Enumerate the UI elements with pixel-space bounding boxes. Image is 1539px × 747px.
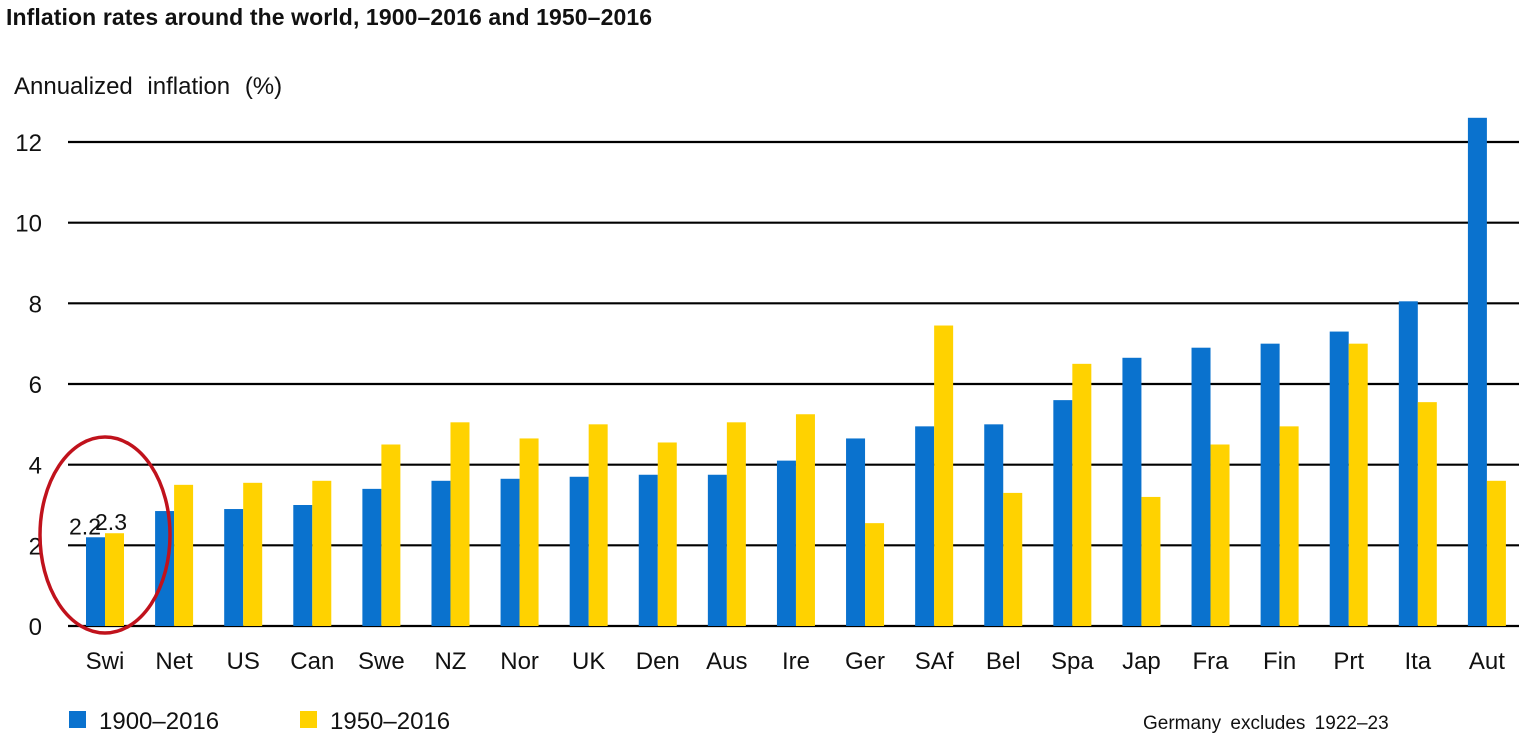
x-tick-label: Ger	[845, 648, 885, 675]
bar-nz-series1	[431, 480, 451, 626]
x-tick-label: Jap	[1122, 648, 1161, 675]
x-axis-ticks: Swi Net US Can Swe NZ Nor UK Den Aus Ire Ger SAf Bel S…	[86, 648, 1506, 675]
bar-ita-series2	[1417, 402, 1437, 626]
data-label-swi-series1: 2.2	[69, 513, 101, 539]
chart-title: Inflation rates around the world, 1900–2…	[6, 4, 653, 30]
bar-aut-series1	[1467, 117, 1487, 627]
bar-aut-series2	[1486, 480, 1506, 626]
x-tick-label: UK	[572, 648, 605, 675]
x-tick-label: Bel	[986, 648, 1021, 675]
bar-nz-series2	[450, 422, 470, 626]
x-tick-label: Aut	[1469, 648, 1505, 675]
bar-uk-series2	[588, 424, 608, 626]
y-tick-label: 8	[29, 291, 42, 318]
x-tick-label: NZ	[434, 648, 466, 675]
x-tick-label: SAf	[915, 648, 954, 675]
y-tick-label: 4	[29, 453, 42, 480]
y-tick-label: 10	[15, 211, 42, 238]
bar-ire-series1	[776, 460, 796, 626]
bar-bel-series2	[1003, 492, 1023, 626]
bar-prt-series1	[1329, 331, 1349, 626]
bar-fin-series1	[1260, 343, 1280, 626]
x-tick-label: Net	[155, 648, 193, 675]
bar-fra-series2	[1210, 444, 1230, 626]
bar-swi-series1	[86, 537, 105, 626]
y-tick-label: 12	[15, 130, 42, 157]
bar-ita-series1	[1398, 301, 1418, 626]
bar-nor-series1	[500, 478, 520, 626]
x-tick-label: Ita	[1404, 648, 1431, 675]
x-tick-label: Aus	[706, 648, 747, 675]
bar-ire-series2	[795, 414, 815, 626]
footnote: Germany excludes 1922–23	[1143, 713, 1389, 734]
x-tick-label: Can	[290, 648, 334, 675]
bar-net-series2	[174, 484, 194, 626]
bar-den-series1	[638, 474, 658, 626]
x-tick-label: Swe	[358, 648, 405, 675]
bar-spa-series1	[1053, 400, 1073, 626]
x-tick-label: Fra	[1193, 648, 1230, 675]
bar-ger-series1	[846, 438, 866, 626]
bar-us-series2	[243, 482, 263, 626]
bar-can-series1	[293, 505, 313, 626]
x-tick-label: Ire	[782, 648, 810, 675]
y-tick-label: 6	[29, 372, 42, 399]
y-tick-label: 0	[29, 614, 42, 641]
highlight-ellipse	[38, 435, 172, 635]
legend-label-series2: 1950–2016	[330, 708, 450, 735]
bar-saf-series2	[934, 325, 954, 626]
bar-nor-series2	[519, 438, 539, 626]
x-tick-label: Prt	[1333, 648, 1364, 675]
bars	[86, 117, 1506, 627]
bar-swe-series1	[362, 488, 382, 626]
annotations: 2.22.3	[38, 435, 172, 635]
bar-uk-series1	[569, 476, 589, 626]
legend-swatch-series1	[69, 711, 86, 728]
bar-can-series2	[312, 480, 332, 626]
bar-jap-series2	[1141, 496, 1161, 626]
legend-label-series1: 1900–2016	[99, 708, 219, 735]
bar-us-series1	[224, 509, 244, 626]
x-tick-label: Fin	[1263, 648, 1296, 675]
bar-aus-series1	[707, 474, 727, 626]
bar-fra-series1	[1191, 347, 1211, 626]
x-tick-label: Spa	[1051, 648, 1094, 675]
bar-saf-series1	[915, 426, 935, 626]
bar-bel-series1	[984, 424, 1004, 626]
data-label-swi-series2: 2.3	[95, 509, 127, 535]
x-tick-label: US	[227, 648, 260, 675]
legend: 1900–2016 1950–2016	[69, 708, 450, 735]
bar-ger-series2	[865, 523, 885, 626]
bar-spa-series2	[1072, 363, 1092, 626]
bar-swe-series2	[381, 444, 401, 626]
bar-prt-series2	[1348, 343, 1368, 626]
x-tick-label: Nor	[500, 648, 539, 675]
x-tick-label: Swi	[86, 648, 125, 675]
legend-swatch-series2	[300, 711, 317, 728]
bar-aus-series2	[726, 422, 746, 626]
y-axis-label: Annualized inflation (%)	[14, 73, 282, 100]
bar-jap-series1	[1122, 357, 1142, 626]
bar-fin-series2	[1279, 426, 1299, 626]
bar-den-series2	[657, 442, 677, 626]
x-tick-label: Den	[636, 648, 680, 675]
bar-swi-series2	[105, 533, 124, 626]
